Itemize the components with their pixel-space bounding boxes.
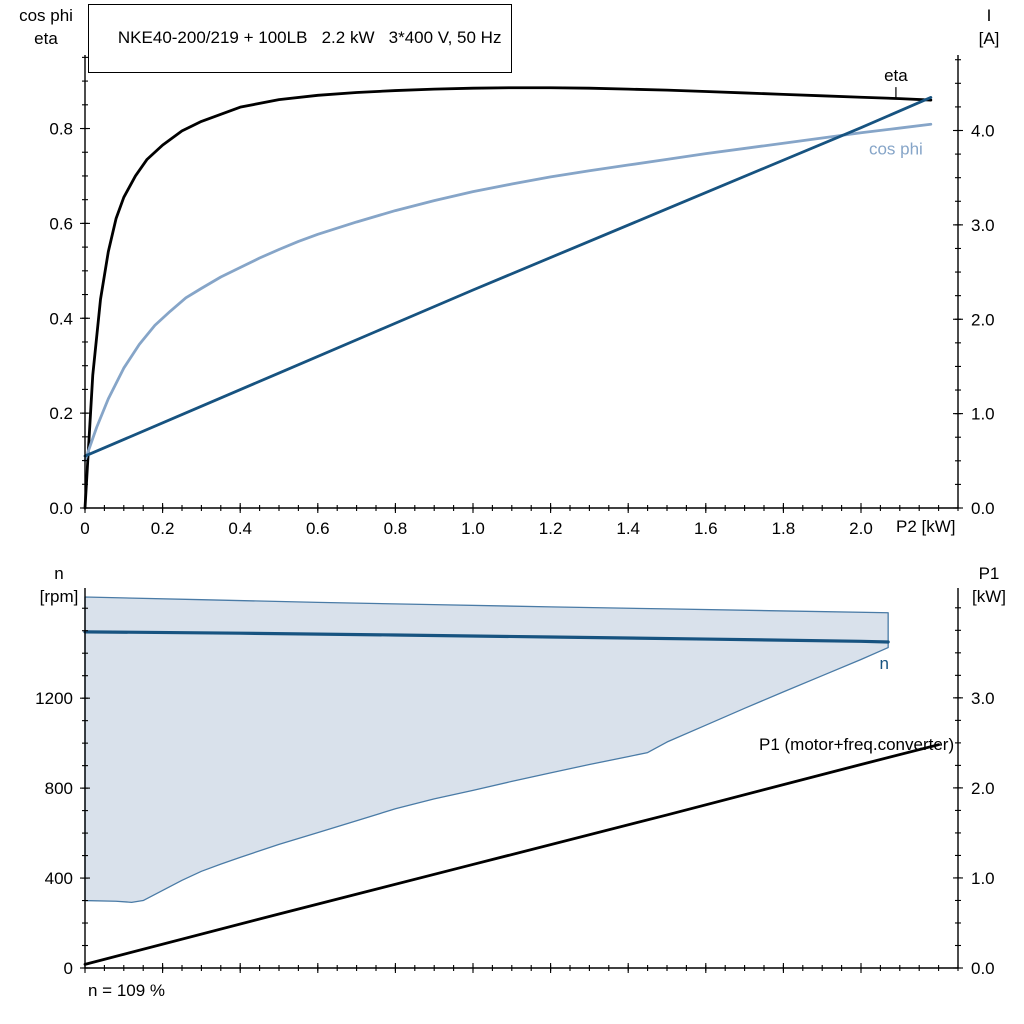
y-left-tick-label: 0.8 <box>49 120 73 139</box>
x-tick-label: 1.0 <box>461 519 485 538</box>
y-right-tick-label: 1.0 <box>971 869 995 888</box>
speed-percentage-note: n = 109 % <box>88 981 166 1000</box>
axis-title-cos-phi: cos phi <box>19 6 73 25</box>
axis-title-p1-unit: [kW] <box>972 586 1006 606</box>
bottom-left-axis-title: n [rpm] <box>21 563 97 609</box>
x-tick-label: 0 <box>80 519 89 538</box>
chart-title: NKE40-200/219 + 100LB 2.2 kW 3*400 V, 50… <box>117 28 502 47</box>
bottom-right-axis-title: P1 [kW] <box>959 563 1019 609</box>
axis-title-current: I <box>986 6 992 25</box>
axis-title-p1: P1 <box>978 564 1000 583</box>
axis-title-speed: n <box>54 564 64 583</box>
y-left-tick-label: 0.2 <box>49 404 73 423</box>
y-right-tick-label: 3.0 <box>971 216 995 235</box>
y-left-tick-label: 0.0 <box>49 499 73 518</box>
series-I <box>83 96 933 458</box>
x-tick-label: 0.8 <box>384 519 408 538</box>
y-right-tick-label: 0.0 <box>971 959 995 978</box>
x-tick-label: 0.2 <box>151 519 175 538</box>
series-cos-phi <box>83 122 933 462</box>
top-left-axis-title: cos phi eta <box>8 5 84 51</box>
plot-frame <box>84 55 959 509</box>
series-n <box>83 630 890 644</box>
x-tick-label: 2.0 <box>849 519 873 538</box>
series-P1 <box>83 743 940 966</box>
x-tick-label: 1.8 <box>772 519 796 538</box>
curve-label-eta: eta <box>884 66 908 85</box>
y-right-tick-label: 0.0 <box>971 499 995 518</box>
axis-title-speed-unit: [rpm] <box>39 586 79 606</box>
speed-range-band <box>84 596 889 903</box>
x-tick-label: 0.6 <box>306 519 330 538</box>
x-tick-label: 1.4 <box>616 519 640 538</box>
y-left-tick-label: 400 <box>45 869 73 888</box>
top-right-axis-title: I [A] <box>959 5 1019 51</box>
axis-title-eta: eta <box>34 28 58 48</box>
plot-frame <box>84 588 959 969</box>
x-tick-label: 0.4 <box>228 519 252 538</box>
y-right-tick-label: 2.0 <box>971 779 995 798</box>
y-right-tick-label: 2.0 <box>971 310 995 329</box>
x-tick-label: 1.6 <box>694 519 718 538</box>
series-eta <box>83 86 933 510</box>
y-left-tick-label: 0.6 <box>49 214 73 233</box>
y-right-tick-label: 1.0 <box>971 405 995 424</box>
y-right-tick-label: 4.0 <box>971 122 995 141</box>
x-tick-label: 1.2 <box>539 519 563 538</box>
y-left-tick-label: 0 <box>64 959 73 978</box>
y-left-tick-label: 0.4 <box>49 309 73 328</box>
curve-label-n: n <box>880 654 889 673</box>
y-left-tick-label: 800 <box>45 779 73 798</box>
chart-title-box: NKE40-200/219 + 100LB 2.2 kW 3*400 V, 50… <box>88 4 513 73</box>
axis-title-current-unit: [A] <box>978 28 1000 48</box>
curve-label-cos-phi: cos phi <box>869 140 923 159</box>
x-axis-label-p2: P2 [kW] <box>896 517 956 536</box>
y-left-tick-label: 1200 <box>35 689 73 708</box>
y-right-tick-label: 3.0 <box>971 689 995 708</box>
curve-label-p1-motor-freq-converter-: P1 (motor+freq.converter) <box>759 735 954 754</box>
